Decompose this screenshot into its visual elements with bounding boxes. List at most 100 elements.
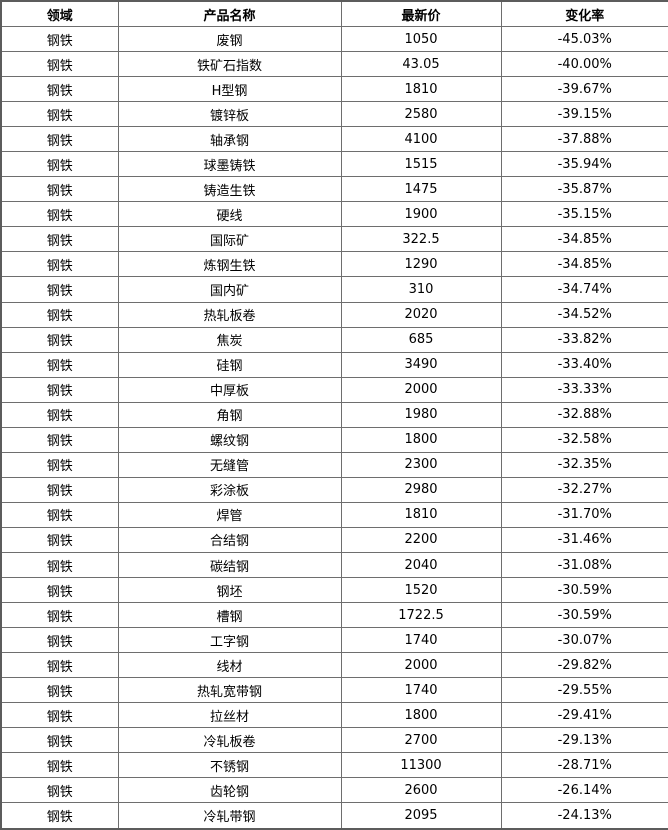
cell-change-rate: -32.35% xyxy=(500,451,668,478)
table-row: 钢铁 硅钢 3490 -33.40% xyxy=(0,351,668,378)
cell-latest-price: 2300 xyxy=(340,451,502,478)
cell-change-rate: -29.55% xyxy=(500,677,668,704)
cell-change-rate: -28.71% xyxy=(500,752,668,779)
header-domain: 领域 xyxy=(0,0,119,27)
cell-change-rate: -45.03% xyxy=(500,25,668,53)
table-row: 钢铁 工字钢 1740 -30.07% xyxy=(0,627,668,654)
cell-change-rate: -34.74% xyxy=(500,276,668,303)
cell-domain: 钢铁 xyxy=(0,301,119,328)
cell-product-name: 热轧宽带钢 xyxy=(117,677,342,704)
cell-domain: 钢铁 xyxy=(0,176,119,203)
cell-latest-price: 1800 xyxy=(340,426,502,453)
cell-latest-price: 43.05 xyxy=(340,51,502,78)
cell-product-name: 齿轮钢 xyxy=(117,777,342,804)
cell-domain: 钢铁 xyxy=(0,326,119,353)
cell-change-rate: -34.85% xyxy=(500,251,668,278)
cell-product-name: 铸造生铁 xyxy=(117,176,342,203)
cell-latest-price: 310 xyxy=(340,276,502,303)
table-row: 钢铁 钢坯 1520 -30.59% xyxy=(0,577,668,604)
cell-domain: 钢铁 xyxy=(0,577,119,604)
table-row: 钢铁 冷轧带钢 2095 -24.13% xyxy=(0,802,668,830)
cell-latest-price: 3490 xyxy=(340,351,502,378)
cell-latest-price: 1520 xyxy=(340,577,502,604)
cell-latest-price: 2040 xyxy=(340,551,502,579)
cell-latest-price: 1810 xyxy=(340,76,502,103)
table-row: 钢铁 冷轧板卷 2700 -29.13% xyxy=(0,727,668,754)
cell-domain: 钢铁 xyxy=(0,627,119,654)
header-latest-price: 最新价 xyxy=(340,0,502,27)
table-row: 钢铁 合结钢 2200 -31.46% xyxy=(0,526,668,553)
table-row: 钢铁 螺纹钢 1800 -32.58% xyxy=(0,426,668,453)
cell-product-name: 国内矿 xyxy=(117,276,342,303)
cell-domain: 钢铁 xyxy=(0,276,119,303)
cell-latest-price: 4100 xyxy=(340,126,502,153)
cell-change-rate: -35.15% xyxy=(500,201,668,228)
table-row: 钢铁 铁矿石指数 43.05 -40.00% xyxy=(0,51,668,78)
cell-product-name: 国际矿 xyxy=(117,226,342,253)
table-row: 钢铁 不锈钢 11300 -28.71% xyxy=(0,752,668,779)
cell-product-name: 合结钢 xyxy=(117,526,342,553)
cell-product-name: 热轧板卷 xyxy=(117,301,342,328)
table-row: 钢铁 H型钢 1810 -39.67% xyxy=(0,76,668,103)
cell-change-rate: -29.82% xyxy=(500,652,668,679)
cell-product-name: 碳结钢 xyxy=(117,551,342,579)
cell-product-name: 拉丝材 xyxy=(117,702,342,729)
cell-latest-price: 2000 xyxy=(340,376,502,403)
cell-product-name: 炼钢生铁 xyxy=(117,251,342,278)
table-row: 钢铁 无缝管 2300 -32.35% xyxy=(0,451,668,478)
table-row: 钢铁 拉丝材 1800 -29.41% xyxy=(0,702,668,729)
cell-domain: 钢铁 xyxy=(0,126,119,153)
table-body: 钢铁 废钢 1050 -45.03% 钢铁 铁矿石指数 43.05 -40.00% 钢铁 H型钢 1… xyxy=(0,25,668,830)
cell-change-rate: -37.88% xyxy=(500,126,668,153)
cell-change-rate: -32.88% xyxy=(500,401,668,428)
cell-latest-price: 1900 xyxy=(340,201,502,228)
cell-latest-price: 2200 xyxy=(340,526,502,553)
cell-latest-price: 322.5 xyxy=(340,226,502,253)
cell-change-rate: -24.13% xyxy=(500,802,668,830)
cell-change-rate: -35.94% xyxy=(500,151,668,178)
cell-domain: 钢铁 xyxy=(0,76,119,103)
cell-domain: 钢铁 xyxy=(0,201,119,228)
cell-latest-price: 1810 xyxy=(340,501,502,528)
cell-change-rate: -30.59% xyxy=(500,602,668,629)
table-row: 钢铁 球墨铸铁 1515 -35.94% xyxy=(0,151,668,178)
table-row: 钢铁 热轧板卷 2020 -34.52% xyxy=(0,301,668,328)
cell-latest-price: 2020 xyxy=(340,301,502,328)
table-row: 钢铁 国内矿 310 -34.74% xyxy=(0,276,668,303)
table-row: 钢铁 槽钢 1722.5 -30.59% xyxy=(0,602,668,629)
cell-latest-price: 1800 xyxy=(340,702,502,729)
cell-domain: 钢铁 xyxy=(0,376,119,403)
cell-product-name: 不锈钢 xyxy=(117,752,342,779)
cell-domain: 钢铁 xyxy=(0,652,119,679)
cell-change-rate: -32.58% xyxy=(500,426,668,453)
cell-domain: 钢铁 xyxy=(0,501,119,528)
cell-domain: 钢铁 xyxy=(0,25,119,53)
cell-domain: 钢铁 xyxy=(0,777,119,804)
cell-product-name: 铁矿石指数 xyxy=(117,51,342,78)
cell-change-rate: -40.00% xyxy=(500,51,668,78)
cell-latest-price: 2000 xyxy=(340,652,502,679)
cell-change-rate: -29.41% xyxy=(500,702,668,729)
cell-product-name: 线材 xyxy=(117,652,342,679)
cell-domain: 钢铁 xyxy=(0,101,119,128)
table-row: 钢铁 国际矿 322.5 -34.85% xyxy=(0,226,668,253)
cell-latest-price: 1475 xyxy=(340,176,502,203)
table-row: 钢铁 镀锌板 2580 -39.15% xyxy=(0,101,668,128)
cell-domain: 钢铁 xyxy=(0,251,119,278)
cell-product-name: 槽钢 xyxy=(117,602,342,629)
cell-change-rate: -30.07% xyxy=(500,627,668,654)
table-row: 钢铁 硬线 1900 -35.15% xyxy=(0,201,668,228)
cell-product-name: 轴承钢 xyxy=(117,126,342,153)
cell-product-name: 焊管 xyxy=(117,501,342,528)
cell-product-name: 螺纹钢 xyxy=(117,426,342,453)
cell-product-name: H型钢 xyxy=(117,76,342,103)
cell-change-rate: -33.82% xyxy=(500,326,668,353)
table-row: 钢铁 角钢 1980 -32.88% xyxy=(0,401,668,428)
cell-product-name: 硅钢 xyxy=(117,351,342,378)
cell-change-rate: -29.13% xyxy=(500,727,668,754)
cell-latest-price: 685 xyxy=(340,326,502,353)
cell-latest-price: 1740 xyxy=(340,677,502,704)
cell-domain: 钢铁 xyxy=(0,476,119,503)
cell-change-rate: -39.15% xyxy=(500,101,668,128)
